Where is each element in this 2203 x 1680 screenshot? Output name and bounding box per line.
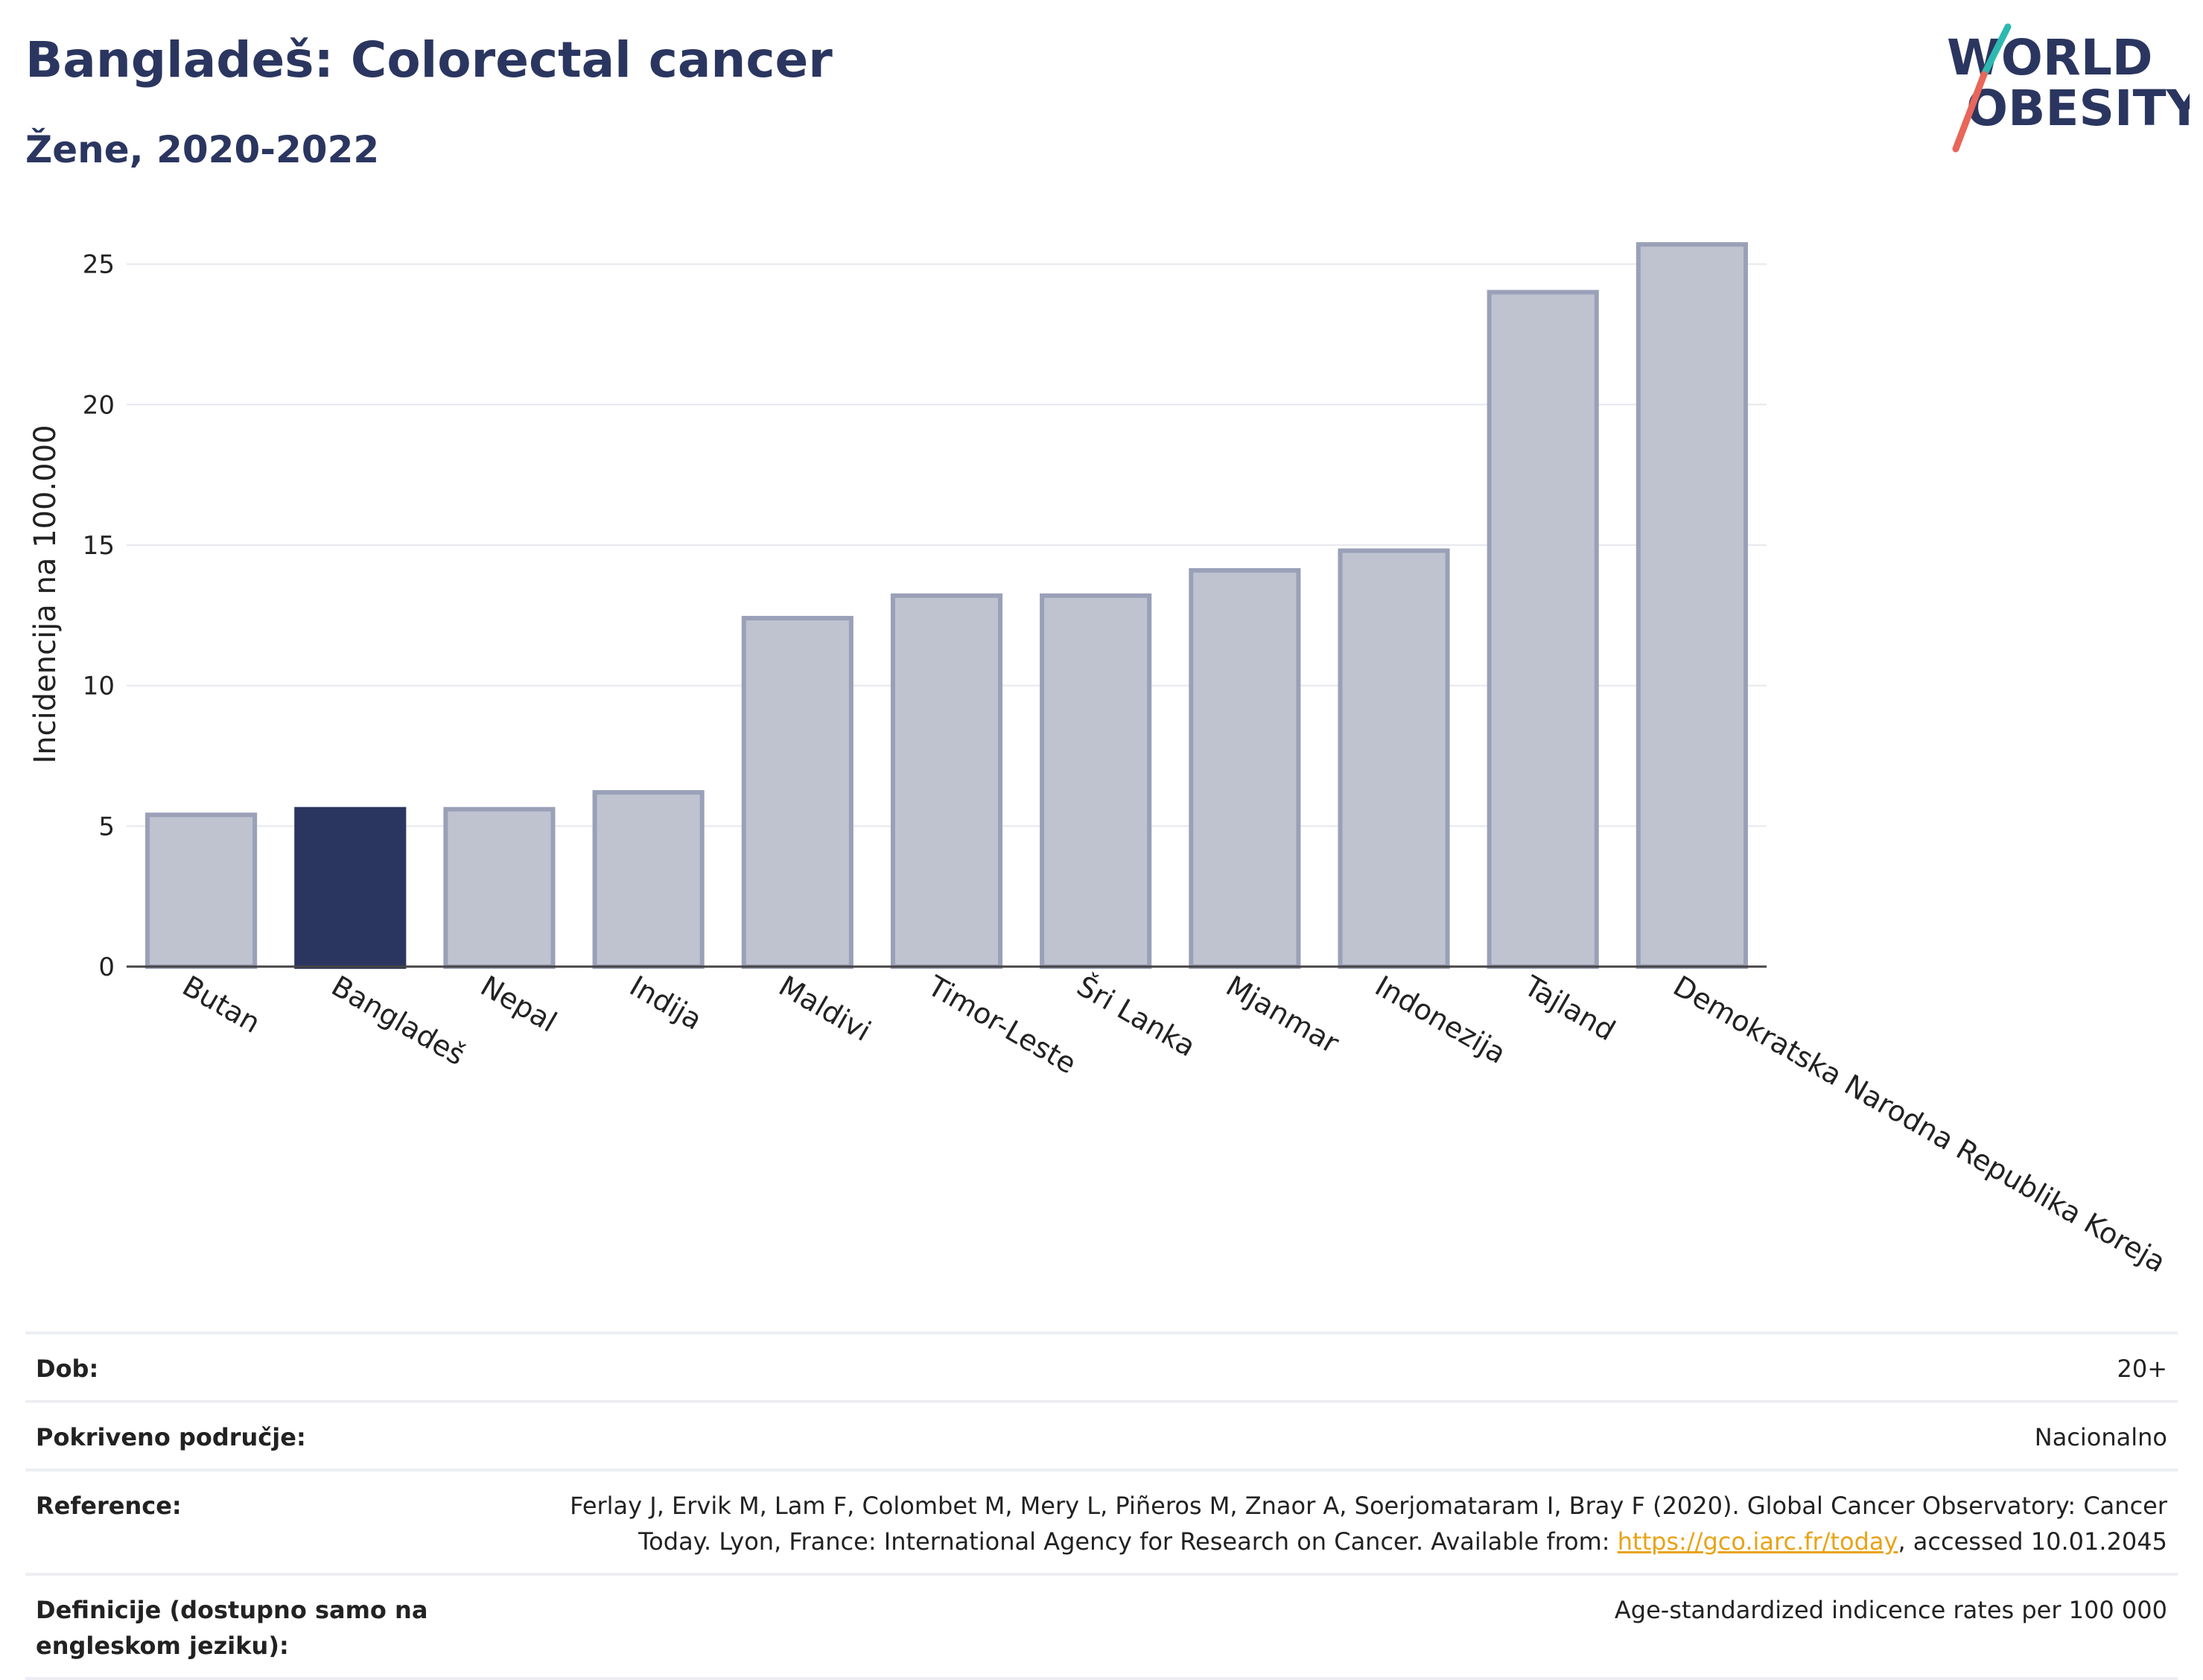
bar-tajland [1487, 290, 1599, 970]
x-tick-label: Šri Lanka [1072, 970, 1201, 1063]
reference-text: Ferlay J, Ervik M, Lam F, Colombet M, Me… [570, 1492, 2167, 1556]
logo-line2: OBESITY [1966, 80, 2190, 137]
info-key: Pokriveno područje: [36, 1423, 306, 1451]
info-row-age: Dob: 20+ [25, 1333, 2178, 1401]
info-value: Age-standardized indicence rates per 100… [1614, 1596, 2167, 1624]
y-tick-label: 15 [83, 531, 115, 561]
info-table: Dob: 20+ Pokriveno područje: Nacionalno … [25, 1331, 2178, 1680]
x-tick-label: Nepal [475, 970, 562, 1039]
chart-subtitle: Žene, 2020-2022 [25, 128, 380, 171]
bar--ri-lanka [1040, 593, 1152, 969]
bar-demokratska-narodna-republika-koreja [1635, 242, 1748, 970]
bar-banglade- [294, 806, 407, 969]
info-key: Definicije (dostupno samo na engleskom j… [36, 1596, 428, 1660]
x-tick-label: Demokratska Narodna Republika Koreja [1668, 970, 2171, 1279]
bar-indija [592, 790, 705, 969]
info-key: Dob: [36, 1355, 99, 1383]
y-tick-labels: 0 5 10 15 20 25 [83, 250, 115, 982]
info-row-coverage: Pokriveno područje: Nacionalno [25, 1401, 2178, 1470]
logo-slash-teal [1980, 23, 2012, 78]
info-value: Ferlay J, Ervik M, Lam F, Colombet M, Me… [557, 1470, 2178, 1574]
info-value: Nacionalno [2034, 1423, 2167, 1451]
info-value: 20+ [2117, 1355, 2167, 1383]
bar-mjanmar [1189, 567, 1301, 969]
logo-graphic: WORLD OBESITY [1947, 23, 2203, 153]
x-tick-label: Bangladeš [326, 970, 471, 1072]
x-tick-label: Indija [624, 970, 708, 1037]
x-tick-label: Timor-Leste [922, 969, 1082, 1080]
info-row-reference: Reference: Ferlay J, Ervik M, Lam F, Col… [25, 1470, 2178, 1574]
y-axis-title: Incidencija na 100.000 [28, 424, 63, 763]
info-row-definitions: Definicije (dostupno samo na engleskom j… [25, 1574, 2178, 1679]
reference-accessed: , accessed 10.01.2045 [1898, 1527, 2167, 1556]
bar-nepal [443, 806, 556, 969]
y-tick-label: 25 [83, 250, 115, 280]
bar-indonezija [1338, 548, 1450, 969]
x-tick-label: Mjanmar [1221, 970, 1345, 1060]
chart-title: Bangladeš: Colorectal cancer [25, 31, 833, 89]
world-obesity-logo: WORLD OBESITY [1936, 22, 2203, 156]
y-tick-label: 5 [98, 812, 115, 841]
bars [145, 242, 1748, 970]
x-tick-label: Indonezija [1370, 970, 1511, 1070]
x-tick-label: Butan [177, 970, 266, 1040]
x-tick-label: Maldivi [773, 970, 876, 1048]
bar-maldivi [741, 616, 853, 970]
bar-butan [145, 812, 258, 970]
y-tick-label: 0 [98, 952, 115, 982]
logo-slash-red [1952, 71, 1988, 153]
x-tick-labels: Butan Bangladeš Nepal Indija Maldivi Timor-Le… [177, 969, 2172, 1279]
info-key: Reference: [36, 1492, 182, 1520]
bar-timor-leste [890, 593, 1003, 969]
y-tick-label: 20 [83, 390, 115, 420]
x-tick-label: Tajland [1518, 969, 1621, 1047]
y-tick-label: 10 [83, 672, 115, 701]
bar-chart: 0 5 10 15 20 25 Butan Bangladeš Nepal Indija Mald… [28, 242, 2172, 1279]
reference-link[interactable]: https://gco.iarc.fr/today [1617, 1527, 1898, 1556]
